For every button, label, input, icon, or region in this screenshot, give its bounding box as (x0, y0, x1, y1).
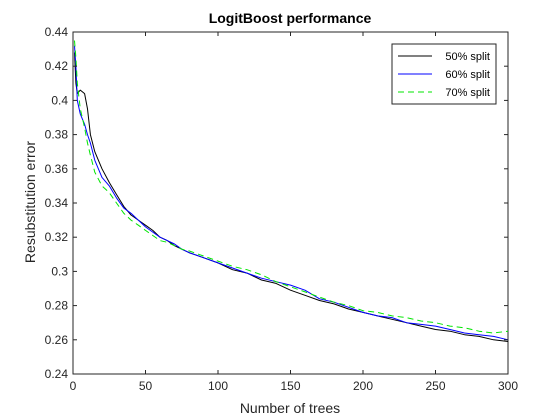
series-line-3 (74, 40, 509, 334)
y-tick-label: 0.42 (45, 59, 69, 73)
x-tick-label: 150 (280, 379, 300, 393)
legend-label-2: 60% split (445, 69, 490, 81)
x-tick-label: 100 (208, 379, 228, 393)
y-tick-label: 0.4 (51, 93, 68, 107)
y-tick-label: 0.38 (45, 128, 69, 142)
y-tick-label: 0.24 (45, 367, 69, 381)
x-tick-label: 200 (353, 379, 373, 393)
y-tick-label: 0.32 (45, 230, 69, 244)
y-tick-label: 0.26 (45, 333, 69, 347)
chart-title: LogitBoost performance (209, 10, 372, 26)
y-axis-label: Resubstitution error (22, 141, 38, 264)
y-tick-label: 0.3 (51, 264, 68, 278)
y-tick-label: 0.34 (45, 196, 69, 210)
y-tick-label: 0.28 (45, 299, 69, 313)
legend-label-3: 70% split (445, 87, 490, 99)
x-tick-label: 300 (498, 379, 518, 393)
x-axis-label: Number of trees (240, 400, 340, 416)
legend: 50% split 60% split 70% split (391, 43, 497, 105)
legend-label-1: 50% split (445, 51, 490, 63)
series-layer (74, 40, 509, 342)
x-tick-label: 250 (425, 379, 445, 393)
y-tick-label: 0.36 (45, 162, 69, 176)
x-tick-label: 50 (139, 379, 153, 393)
ticks-layer: 0 50 100 150 200 250 300 0.24 0.26 0.28 0.3 0.32 0.3… (45, 25, 519, 393)
y-tick-label: 0.44 (45, 25, 69, 39)
series-line-2 (74, 45, 509, 341)
x-tick-label: 0 (70, 379, 77, 393)
